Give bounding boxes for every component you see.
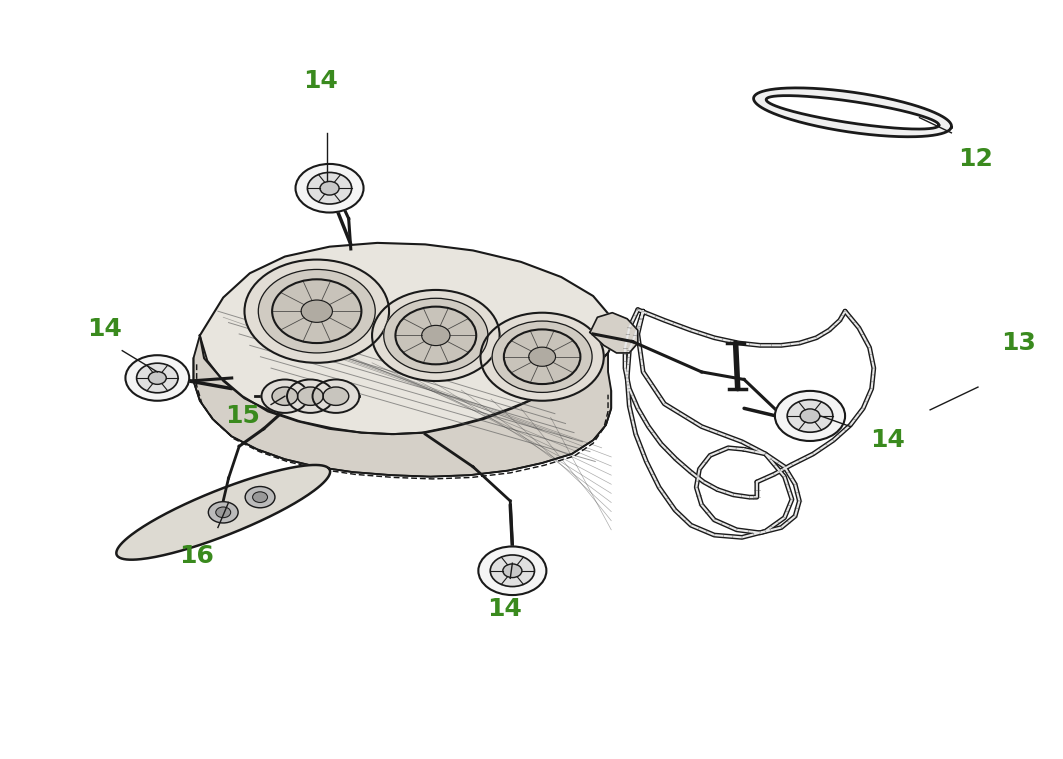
Circle shape <box>323 387 349 405</box>
Circle shape <box>313 380 359 413</box>
Circle shape <box>800 409 820 423</box>
Circle shape <box>253 492 268 502</box>
Text: 15: 15 <box>225 404 259 428</box>
Circle shape <box>384 298 488 373</box>
Circle shape <box>296 164 364 213</box>
Circle shape <box>149 372 166 384</box>
Circle shape <box>261 380 308 413</box>
Circle shape <box>504 329 580 384</box>
Circle shape <box>788 400 832 432</box>
Text: 12: 12 <box>959 147 993 172</box>
Circle shape <box>258 269 375 353</box>
Circle shape <box>422 326 450 345</box>
Text: 14: 14 <box>871 428 905 452</box>
Circle shape <box>287 380 334 413</box>
Circle shape <box>372 290 500 381</box>
Circle shape <box>478 546 546 595</box>
Polygon shape <box>116 465 331 559</box>
Circle shape <box>246 487 275 508</box>
Text: 14: 14 <box>304 69 338 93</box>
Polygon shape <box>754 88 951 137</box>
Circle shape <box>125 355 189 401</box>
Circle shape <box>307 172 352 204</box>
Text: 14: 14 <box>87 317 121 341</box>
Circle shape <box>480 313 604 401</box>
Circle shape <box>528 347 556 367</box>
Circle shape <box>492 321 592 392</box>
Circle shape <box>503 564 522 578</box>
Circle shape <box>298 387 323 405</box>
Circle shape <box>272 387 298 405</box>
Circle shape <box>216 507 231 518</box>
Text: 16: 16 <box>180 543 214 568</box>
Polygon shape <box>193 335 611 477</box>
Circle shape <box>136 363 178 393</box>
Polygon shape <box>766 96 939 129</box>
Polygon shape <box>590 313 638 353</box>
Circle shape <box>272 279 361 343</box>
Circle shape <box>208 502 238 523</box>
Polygon shape <box>200 243 617 434</box>
Text: 14: 14 <box>488 597 522 621</box>
Text: 13: 13 <box>1001 331 1035 355</box>
Circle shape <box>490 555 535 587</box>
Circle shape <box>395 307 476 364</box>
Circle shape <box>244 260 389 363</box>
Circle shape <box>775 391 845 441</box>
Circle shape <box>301 300 333 323</box>
Circle shape <box>320 181 339 195</box>
